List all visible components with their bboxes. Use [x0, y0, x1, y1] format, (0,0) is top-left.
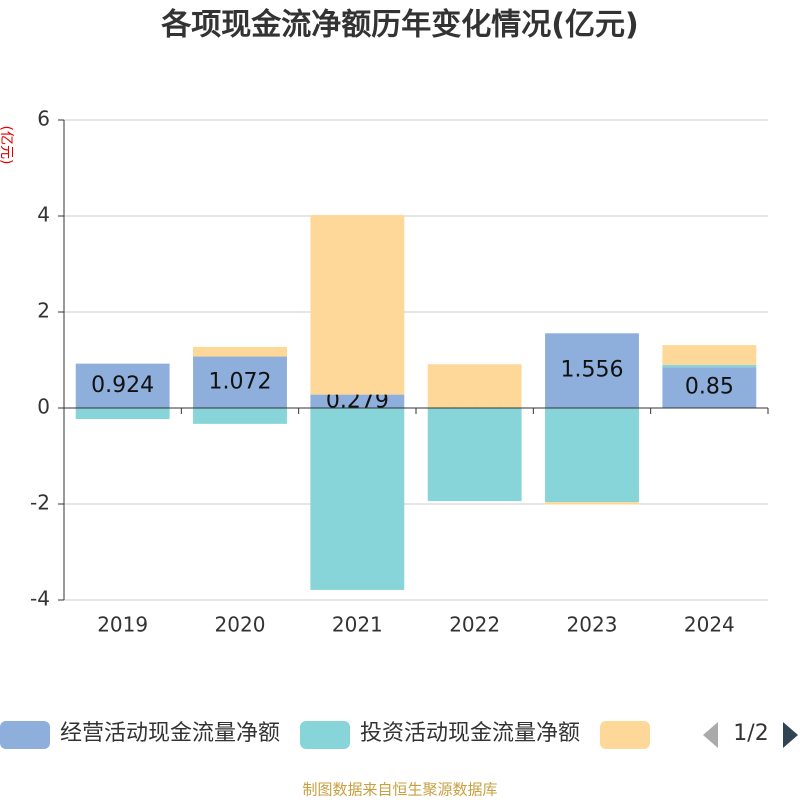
data-label: 1.072 [209, 369, 272, 394]
data-label: 0.924 [91, 373, 154, 398]
bar [545, 408, 639, 503]
y-tick-label: -4 [30, 587, 50, 611]
bar [662, 364, 757, 368]
y-axis-label: (亿元) [0, 126, 14, 165]
data-label: 0.85 [685, 375, 734, 400]
bar [662, 345, 757, 365]
bar [310, 394, 405, 408]
legend-swatch [300, 721, 351, 749]
bar [545, 502, 639, 505]
x-tick-label: 2019 [97, 613, 148, 637]
y-tick-label: 4 [37, 203, 50, 227]
bar [193, 408, 287, 424]
y-tick-label: 6 [37, 107, 50, 131]
bar [75, 408, 170, 420]
y-tick-label: 2 [37, 299, 50, 323]
x-tick-label: 2024 [684, 613, 735, 637]
bar [193, 356, 287, 408]
legend-prev[interactable] [703, 722, 718, 748]
bar [310, 408, 405, 590]
y-tick-label: -2 [30, 491, 50, 515]
legend-next[interactable] [783, 722, 798, 748]
bar [427, 364, 522, 408]
legend-label: 经营活动现金流量净额 [60, 721, 280, 746]
bar [310, 215, 405, 395]
legend-page: 1/2 [733, 721, 768, 746]
y-tick-label: 0 [37, 395, 50, 419]
bar [193, 346, 287, 357]
source: 制图数据来自恒生聚源数据库 [302, 781, 497, 799]
bar [662, 367, 757, 408]
x-tick-label: 2023 [567, 613, 618, 637]
legend-label: 投资活动现金流量净额 [360, 721, 580, 746]
x-tick-label: 2022 [449, 613, 500, 637]
chart-title: 各项现金流净额历年变化情况(亿元) [160, 8, 638, 43]
x-tick-label: 2020 [215, 613, 266, 637]
x-tick-label: 2021 [332, 613, 383, 637]
bar [427, 408, 522, 502]
data-label: 1.556 [561, 358, 624, 383]
bar [75, 363, 170, 408]
legend-swatch [600, 721, 651, 749]
legend-swatch [0, 721, 50, 749]
bar [545, 333, 639, 408]
